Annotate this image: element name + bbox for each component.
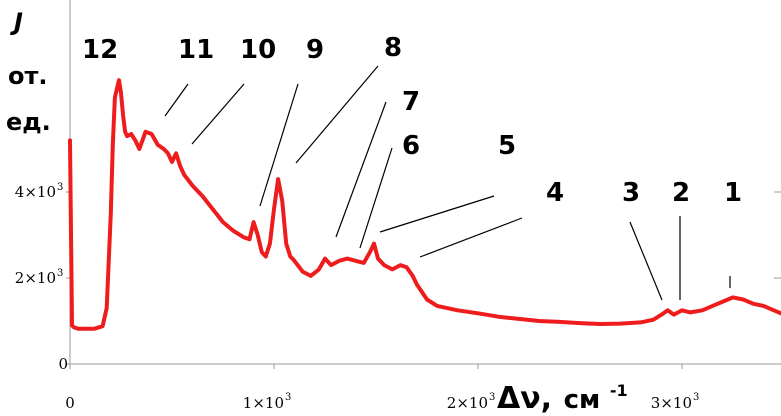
y-tick-label-exponent: 3 — [57, 268, 63, 279]
peak-label-10: 10 — [240, 35, 276, 65]
peak-3-line — [629, 221, 663, 301]
x-tick-label-exponent: 3 — [693, 392, 699, 403]
peak-9-line — [259, 83, 299, 207]
x-axis-label-unit: см — [564, 385, 601, 415]
peak-5-line — [379, 195, 495, 233]
peak-label-12: 12 — [82, 35, 118, 65]
axis-ticks — [66, 191, 781, 369]
x-tick-label-exponent: 3 — [489, 392, 495, 403]
x-axis-label-exp: -1 — [610, 381, 628, 400]
x-tick-label: 2×10 — [447, 394, 488, 412]
peak-11-line — [164, 83, 189, 117]
peak-label-6: 6 — [402, 131, 420, 161]
tick-labels: 02×10 34×10 30 1×10 3 2×10 3 3×10 3 — [15, 182, 700, 412]
peak-label-5: 5 — [498, 131, 516, 161]
peak-8-line — [295, 65, 379, 164]
peak-labels: 12 11 10 9 8 7 6 5 4 3 2 1 — [82, 33, 742, 208]
x-tick-label: 3×10 — [651, 394, 692, 412]
peak-6-line — [359, 147, 393, 249]
peak-label-4: 4 — [546, 178, 564, 208]
x-tick-label-exponent: 3 — [285, 392, 291, 403]
spectrum-series-line — [68, 78, 781, 331]
peak-label-11: 11 — [178, 35, 214, 65]
peak-10-line — [191, 83, 245, 145]
peak-4-line — [419, 217, 523, 258]
y-tick-label-exponent: 3 — [57, 182, 63, 193]
x-tick-label: 1×10 — [243, 394, 284, 412]
y-axis-label-line2: от. — [8, 62, 48, 90]
x-axis-label-symbol: Δν, — [497, 381, 552, 416]
peak-label-1: 1 — [724, 178, 742, 208]
y-tick-label: 4×10 — [15, 183, 56, 201]
x-tick-label: 0 — [65, 394, 75, 412]
y-tick-label: 0 — [58, 355, 68, 373]
peak-label-3: 3 — [622, 178, 640, 208]
peak-label-7: 7 — [402, 87, 420, 117]
peak-label-2: 2 — [672, 178, 690, 208]
peak-7-line — [335, 101, 387, 238]
peak-label-8: 8 — [384, 33, 402, 63]
y-tick-label: 2×10 — [15, 269, 56, 287]
y-axis-label-symbol: J — [10, 8, 23, 36]
peak-annotation-lines — [164, 65, 731, 301]
y-axis-label-line3: ед. — [6, 108, 51, 136]
peak-label-9: 9 — [306, 35, 324, 65]
x-axis-label: Δν, см -1 — [497, 381, 628, 416]
